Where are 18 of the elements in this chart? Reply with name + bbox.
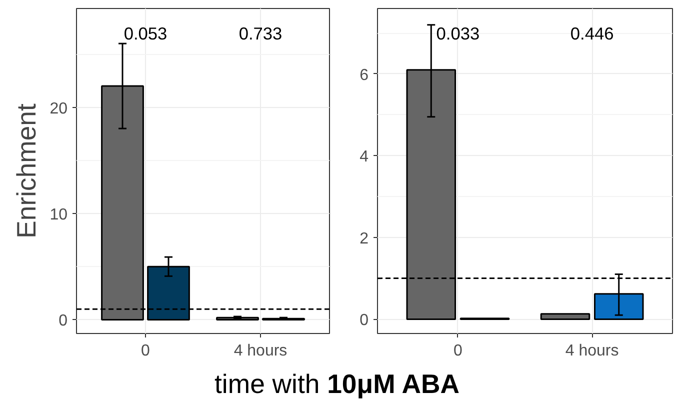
y-tick-label: 20 xyxy=(50,100,68,118)
x-tick-label: 0 xyxy=(454,342,463,360)
x-tick-label: 0 xyxy=(141,342,150,360)
annotation: 0.733 xyxy=(238,24,282,44)
x-axis-title: time with 10μM ABA xyxy=(214,368,460,401)
y-tick-label: 0 xyxy=(58,312,68,330)
x-tick-label: 4 hours xyxy=(565,342,619,360)
annotation: 0.033 xyxy=(436,24,480,44)
y-tick-label: 4 xyxy=(360,148,369,166)
bar xyxy=(540,313,590,320)
y-tick-label: 6 xyxy=(360,66,369,84)
y-tick-label: 0 xyxy=(360,312,369,330)
y-tick-label: 2 xyxy=(360,230,369,248)
annotation: 0.053 xyxy=(124,24,168,44)
y-tick-label: 10 xyxy=(50,206,68,224)
annotation: 0.446 xyxy=(570,24,614,44)
x-tick-label: 4 hours xyxy=(234,342,288,360)
y-axis-title: Enrichment xyxy=(12,102,42,238)
